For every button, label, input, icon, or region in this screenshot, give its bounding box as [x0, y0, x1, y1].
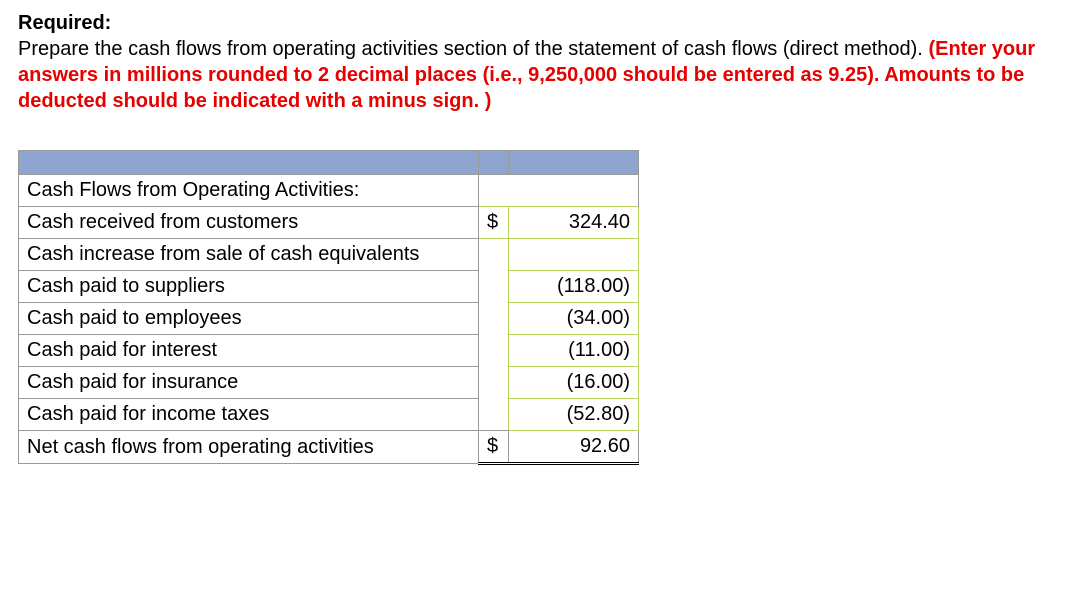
table-row: Cash increase from sale of cash equivale… [19, 239, 639, 271]
table-row: Cash paid to employees (34.00) [19, 303, 639, 335]
section-title-row: Cash Flows from Operating Activities: [19, 175, 639, 207]
instruction-main: Prepare the cash flows from operating ac… [18, 38, 923, 60]
table-row: Cash received from customers $ 324.40 [19, 207, 639, 239]
row-label: Cash paid to employees [19, 303, 479, 335]
total-amount: 92.60 [509, 431, 639, 464]
amount-input[interactable]: (16.00) [509, 367, 639, 399]
amount-input[interactable]: (52.80) [509, 399, 639, 431]
amount-input[interactable]: (34.00) [509, 303, 639, 335]
total-label: Net cash flows from operating activities [19, 431, 479, 464]
table-row: Cash paid for interest (11.00) [19, 335, 639, 367]
row-label: Cash paid for insurance [19, 367, 479, 399]
total-row: Net cash flows from operating activities… [19, 431, 639, 464]
row-label: Cash paid for income taxes [19, 399, 479, 431]
currency-symbol: $ [479, 431, 509, 464]
currency-symbol: $ [479, 207, 509, 239]
table-row: Cash paid for income taxes (52.80) [19, 399, 639, 431]
cash-flows-table: Cash Flows from Operating Activities: Ca… [18, 150, 639, 465]
instructions-block: Required: Prepare the cash flows from op… [18, 10, 1063, 114]
amount-input[interactable]: (118.00) [509, 271, 639, 303]
row-label: Cash received from customers [19, 207, 479, 239]
table-row: Cash paid to suppliers (118.00) [19, 271, 639, 303]
required-label: Required: [18, 12, 111, 34]
section-title: Cash Flows from Operating Activities: [19, 175, 479, 207]
row-label: Cash paid to suppliers [19, 271, 479, 303]
amount-input[interactable]: (11.00) [509, 335, 639, 367]
table-header-bar [19, 151, 639, 175]
row-label: Cash paid for interest [19, 335, 479, 367]
table-row: Cash paid for insurance (16.00) [19, 367, 639, 399]
amount-input[interactable]: 324.40 [509, 207, 639, 239]
amount-input[interactable] [509, 239, 639, 271]
row-label: Cash increase from sale of cash equivale… [19, 239, 479, 271]
